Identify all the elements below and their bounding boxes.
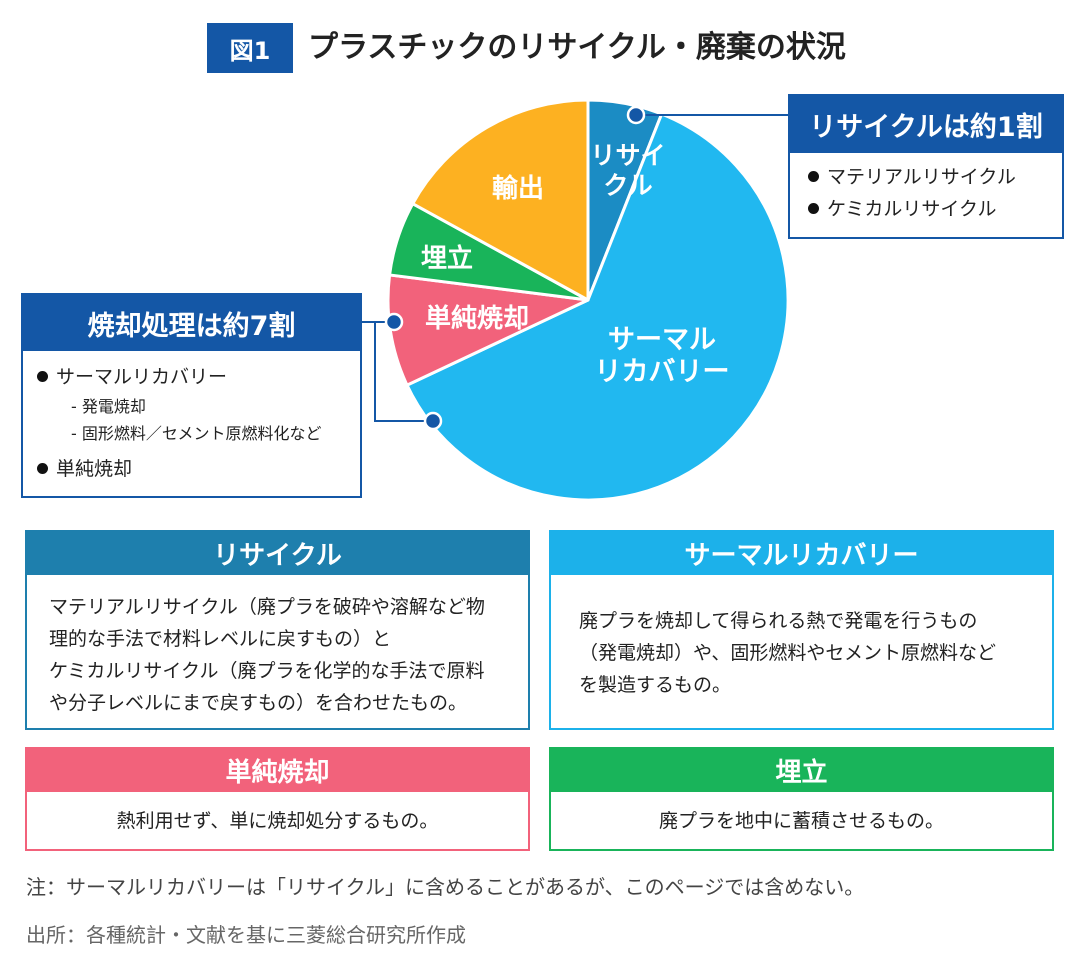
callout-recycle-item-text: マテリアルリサイクル [827,166,1016,188]
definition-landfill-title: 埋立 [551,749,1052,792]
pie-slice-label-line: 埋立 [421,243,473,274]
callout-incineration-item-text: 単純焼却 [56,458,133,480]
definition-recycle: リサイクル マテリアルリサイクル（廃プラを破砕や溶解など物 理的な手法で材料レベ… [25,530,530,730]
callout-incineration: 焼却処理は約7割 サーマルリカバリー - 発電焼却 - 固形燃料／セメント原燃料… [21,293,362,498]
callout-incineration-subitem: - 固形燃料／セメント原燃料化など [71,424,322,443]
pie-slice-label-line: リカバリー [595,357,730,388]
callout-recycle-item-text: ケミカルリサイクル [827,198,997,220]
pie-slice-1 [405,112,790,502]
pie-slice-label-line: リサイ [590,141,665,170]
definition-line: ケミカルリサイクル（廃プラを化学的な手法で原料 [49,660,485,682]
definition-line: 廃プラを焼却して得られる熱で発電を行うもの [579,610,978,632]
pie-slice-label-line: クル [603,171,652,200]
definition-line: マテリアルリサイクル（廃プラを破砕や溶解など物 [49,596,485,618]
figure-label: 図1 [207,23,293,73]
pie-slice-label-2: 単純焼却 [425,303,529,334]
callout-recycle-list: マテリアルリサイクル ケミカルリサイクル [790,153,1062,225]
recycle-connector-dot [626,105,646,125]
pie-slice-label-1: サーマルリカバリー [595,324,730,387]
callout-incineration-item: サーマルリカバリー [37,361,360,393]
definition-line: （発電焼却）や、固形燃料やセメント原燃料など [579,642,997,664]
definition-landfill: 埋立 廃プラを地中に蓄積させるもの。 [549,747,1054,851]
callout-recycle-item: ケミカルリサイクル [808,193,1062,225]
callout-incineration-title: 焼却処理は約7割 [23,295,360,351]
definition-landfill-text: 廃プラを地中に蓄積させるもの。 [658,810,944,832]
source-credit: 出所：各種統計・文献を基に三菱総合研究所作成 [26,923,466,947]
bullet-dot [808,171,819,182]
pie-slice-2 [386,273,590,387]
callout-incineration-item: 単純焼却 [37,453,360,485]
definition-recycle-text: マテリアルリサイクル（廃プラを破砕や溶解など物 理的な手法で材料レベルに戻すもの… [27,575,528,719]
definition-thermal-title: サーマルリカバリー [551,532,1052,575]
pie-slice-label-0: リサイクル [590,141,665,200]
definition-recycle-title: リサイクル [27,532,528,575]
bullet-dot [808,203,819,214]
pie-slices [386,98,790,502]
pie-slice-label-line: 輸出 [492,173,544,204]
definition-simple-title: 単純焼却 [27,749,528,792]
footnote: 注：サーマルリカバリーは「リサイクル」に含めることがあるが、このページでは含めな… [26,875,865,899]
callout-recycle-title: リサイクルは約1割 [790,96,1062,153]
callout-incineration-item-text: サーマルリカバリー [56,366,228,388]
callout-incineration-subitem: - 発電焼却 [71,397,146,416]
pie-slice-label-3: 埋立 [421,243,473,274]
bullet-dot [37,371,48,382]
definition-thermal-recovery: サーマルリカバリー 廃プラを焼却して得られる熱で発電を行うもの （発電焼却）や、… [549,530,1054,730]
incineration-connector-dot-1 [384,312,404,332]
incineration-connector-dot-2 [423,411,443,431]
definition-line: 理的な手法で材料レベルに戻すもの）と [49,628,392,650]
pie-slice-label-line: サーマル [608,324,716,355]
callout-connectors [362,105,790,431]
callout-recycle-item: マテリアルリサイクル [808,161,1062,193]
definition-simple-incineration: 単純焼却 熱利用せず、単に焼却処分するもの。 [25,747,530,851]
figure-title: プラスチックのリサイクル・廃棄の状況 [308,30,846,65]
callout-recycle: リサイクルは約1割 マテリアルリサイクル ケミカルリサイクル [788,94,1064,239]
pie-slice-label-4: 輸出 [492,173,544,204]
pie-slice-4 [411,98,590,302]
definition-line: を製造するもの。 [579,674,732,696]
definition-thermal-text: 廃プラを焼却して得られる熱で発電を行うもの （発電焼却）や、固形燃料やセメント原… [551,575,1052,701]
bullet-dot [37,463,48,474]
pie-slice-label-line: 単純焼却 [425,303,529,334]
definition-simple-text: 熱利用せず、単に焼却処分するもの。 [116,810,439,832]
callout-incineration-list: サーマルリカバリー - 発電焼却 - 固形燃料／セメント原燃料化など 単純焼却 [23,351,360,485]
definition-line: や分子レベルにまで戻すもの）を合わせたもの。 [49,692,468,714]
